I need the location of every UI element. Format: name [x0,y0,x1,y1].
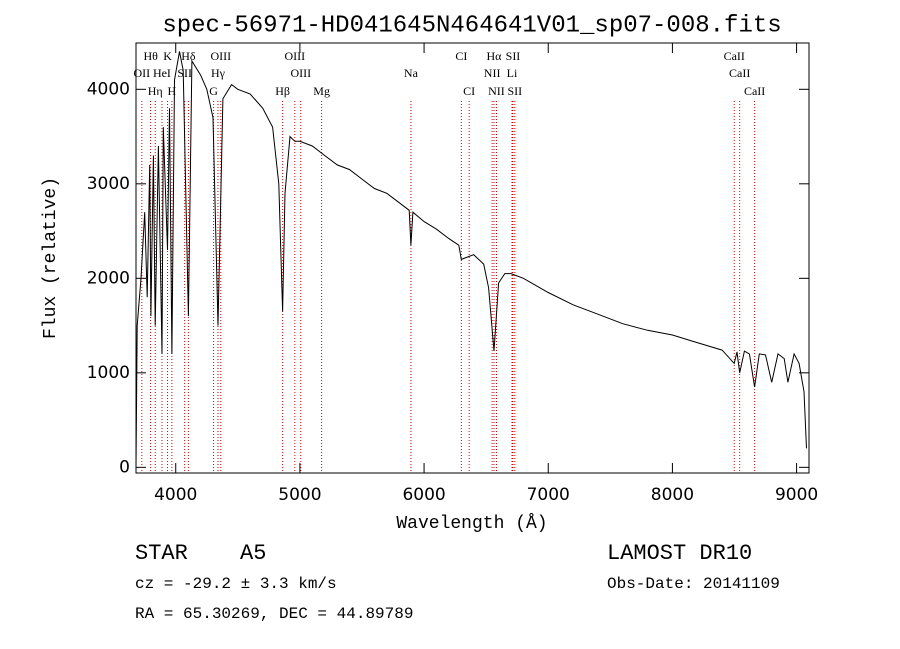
spectral-line-label: OIII [210,49,231,63]
object-class: STAR [135,541,188,566]
spectral-line-label: SII [506,49,521,63]
spectral-line-label: Hη [148,84,163,98]
spectral-line-label: Hα [487,49,503,63]
spectral-line-label: Li [507,66,518,80]
x-tick-label: 5000 [278,485,321,505]
y-axis-label: Flux (relative) [41,177,61,339]
coordinates: RA = 65.30269, DEC = 44.89789 [135,605,413,623]
spectral-line-label: Hβ [275,84,290,98]
spectral-line-label: HeI [153,66,171,80]
spectral-line-label: SII [508,84,523,98]
x-tick-label: 6000 [402,485,445,505]
spectral-line-label: H [168,84,177,98]
plot-frame [135,42,810,474]
spectral-line-label: Hδ [181,49,196,63]
y-tick-label: 0 [119,457,130,477]
spectral-line-label: Hθ [143,49,158,63]
spectral-line-label: CI [455,49,467,63]
x-tick-label: 8000 [651,485,694,505]
spectral-line-label: K [163,49,172,63]
x-tick-label: 4000 [154,485,197,505]
spectral-line-label: G [209,84,218,98]
survey: LAMOST DR10 [607,541,752,566]
x-axis-label: Wavelength (Å) [396,513,547,534]
spectral-line-label: SII [177,66,192,80]
spectral-line-label: CI [463,84,475,98]
obs-date: Obs-Date: 20141109 [607,575,780,593]
y-tick-label: 2000 [87,268,130,288]
y-tick-label: 4000 [87,79,130,99]
spectral-line-label: OIII [284,49,305,63]
redshift: cz = -29.2 ± 3.3 km/s [135,575,337,593]
chart-title: spec-56971-HD041645N464641V01_sp07-008.f… [162,12,781,39]
spectral-line-label: CaII [724,49,745,63]
spectral-line-label: NII [484,66,501,80]
spectral-line-label: CaII [744,84,765,98]
spectral-line-label: OIII [290,66,311,80]
y-tick-label: 3000 [87,174,130,194]
spectral-line-label: CaII [729,66,750,80]
subclass: A5 [240,541,266,566]
spectral-line-label: Mg [313,84,330,98]
x-tick-label: 9000 [775,485,818,505]
x-tick-label: 7000 [527,485,570,505]
spectral-line-label: OII [134,66,151,80]
spectral-line-label: Na [404,66,419,80]
y-tick-label: 1000 [87,363,130,383]
spectral-line-label: Hγ [211,66,226,80]
spectrum-line [135,51,807,468]
spectral-line-label: NII [488,84,505,98]
